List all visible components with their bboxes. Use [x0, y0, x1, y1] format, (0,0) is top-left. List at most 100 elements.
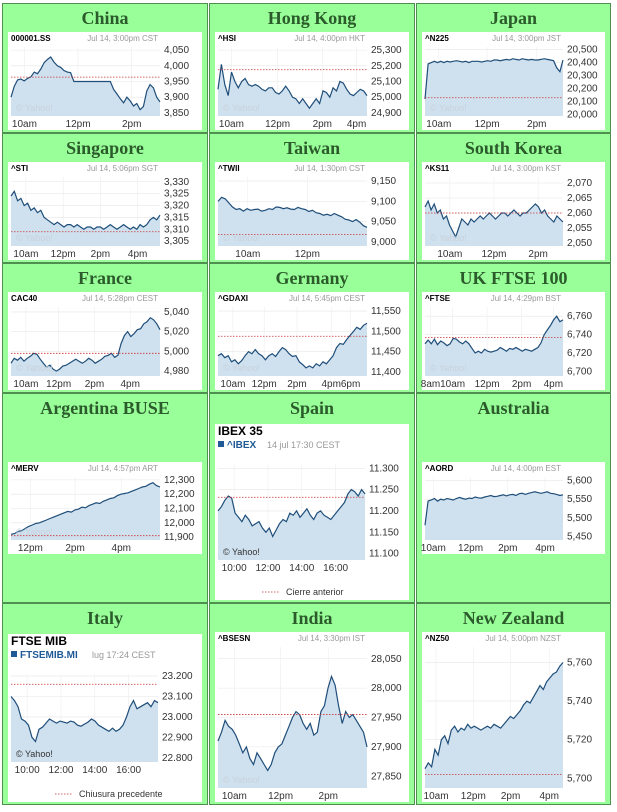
x-tick-label: 10am: [440, 379, 465, 390]
x-tick-label: 14:00: [289, 563, 314, 574]
x-tick-label: 12pm: [51, 249, 76, 260]
x-tick-label: 12pm: [18, 543, 43, 554]
market-cell-india[interactable]: India ^BSESN Jul 14, 3:30pm IST 28,050 28,00…: [209, 603, 415, 805]
y-tick-label: 11,450: [371, 347, 401, 358]
market-title: UK FTSE 100: [459, 268, 568, 288]
series-area: [425, 491, 563, 540]
x-tick-label: 2pm: [85, 379, 104, 390]
series-area: [11, 317, 160, 376]
y-tick-label: 4,050: [164, 45, 189, 56]
series-line: [217, 196, 368, 228]
ticker-symbol: ^BSESN: [218, 634, 250, 643]
market-title: Spain: [289, 398, 335, 418]
series-line: [10, 696, 159, 743]
y-tick-label: 5,040: [164, 307, 189, 318]
yahoo-watermark: © Yahoo!: [430, 363, 467, 373]
y-tick-label: 9,150: [371, 176, 396, 187]
x-tick-label: 10am: [219, 119, 244, 130]
y-tick-label: 6,740: [567, 330, 592, 341]
y-tick-label: 25,200: [371, 61, 402, 72]
market-cell-new-zealand[interactable]: New Zealand ^NZ50 Jul 14, 5:00pm NZST 5,760…: [416, 603, 611, 805]
x-tick-label: 12pm: [265, 119, 290, 130]
market-cell-japan[interactable]: Japan ^N225 Jul 14, 3:00pm JST 20,500 20,400…: [416, 3, 611, 133]
series-line: [424, 199, 564, 239]
y-tick-label: 9,050: [371, 217, 396, 228]
y-tick-label: 9,000: [371, 237, 396, 248]
timestamp: Jul 14, 3:00pm KST: [491, 164, 561, 173]
legend-label: Chiusura precedente: [79, 789, 163, 799]
x-tick-label: 2pm: [319, 791, 338, 802]
market-cell-uk-ftse-100[interactable]: UK FTSE 100 ^FTSE Jul 14, 4:29pm BST 6,760 6…: [416, 263, 611, 393]
market-title: South Korea: [464, 138, 563, 158]
y-tick-label: 3,320: [164, 201, 189, 212]
chart-svg: FTSE MIB FTSEMIB.MI lug 17:24 CEST 23.200 23…: [8, 634, 202, 802]
y-tick-label: 3,310: [164, 224, 189, 235]
yahoo-watermark: © Yahoo!: [223, 547, 260, 557]
yahoo-watermark: © Yahoo!: [430, 233, 467, 243]
chart-svg: 000001.SS Jul 14, 3:00pm CST 4,050 4,000 3,9…: [8, 32, 202, 130]
x-tick-label: 12:00: [48, 765, 73, 776]
series-area: [425, 201, 563, 246]
chart-svg: ^BSESN Jul 14, 3:30pm IST 28,050 28,000 27,9…: [215, 632, 409, 802]
series-swatch: [11, 651, 17, 657]
y-tick-label: 2,065: [567, 193, 592, 204]
x-tick-label: 2pm: [501, 791, 520, 802]
market-title: Hong Kong: [267, 8, 357, 28]
ticker-symbol: ^AORD: [425, 464, 453, 473]
y-tick-label: 5,000: [164, 346, 189, 357]
series-area: [425, 662, 563, 788]
y-tick-label: 22.900: [162, 732, 193, 743]
y-tick-label: 5,720: [567, 735, 592, 746]
y-tick-label: 20,500: [567, 45, 598, 56]
series-line: [217, 488, 366, 538]
market-cell-france[interactable]: France CAC40 Jul 14, 5:28pm CEST 5,040 5,020…: [2, 263, 208, 393]
series-line: [217, 64, 368, 110]
y-tick-label: 11.300: [369, 463, 399, 474]
market-cell-italy[interactable]: Italy FTSE MIB FTSEMIB.MI lug 17:24 CEST 23.…: [2, 603, 208, 805]
x-tick-label: 12pm: [461, 791, 486, 802]
chart-panel: [215, 424, 409, 600]
y-tick-label: 5,740: [567, 696, 592, 707]
market-cell-spain[interactable]: Spain IBEX 35 ^IBEX 14 jul 17:30 CEST 11.300…: [209, 393, 415, 603]
timestamp: Jul 14, 3:00pm JST: [492, 34, 561, 43]
x-tick-label: 10am: [13, 249, 38, 260]
y-tick-label: 20,000: [567, 110, 598, 121]
chart-name: IBEX 35: [218, 424, 263, 438]
y-tick-label: 2,050: [567, 238, 592, 249]
ticker-symbol: ^NZ50: [425, 634, 450, 643]
x-tick-label: 4pm: [112, 543, 131, 554]
ticker-symbol: ^TWII: [218, 164, 240, 173]
y-tick-label: 23.100: [162, 692, 193, 703]
y-tick-label: 11.250: [369, 485, 399, 496]
market-title: China: [81, 8, 129, 28]
market-cell-germany[interactable]: Germany ^GDAXI Jul 14, 5:45pm CEST 11,550 11…: [209, 263, 415, 393]
y-tick-label: 2,060: [567, 208, 592, 219]
market-title: France: [78, 268, 132, 288]
y-tick-label: 6,760: [567, 311, 592, 322]
market-cell-australia[interactable]: Australia ^AORD Jul 14, 4:00pm EST 5,600 5,5…: [416, 393, 611, 603]
chart-svg: ^MERV Jul 14, 4:57pm ART 12,300 12,200 12,10…: [8, 462, 202, 554]
market-cell-china[interactable]: China 000001.SS Jul 14, 3:00pm CST 4,050 4,0…: [2, 3, 208, 133]
y-tick-label: 27,850: [371, 771, 402, 782]
x-tick-label: 12:00: [255, 563, 280, 574]
x-tick-label: 4pm: [322, 379, 341, 390]
market-cell-hong-kong[interactable]: Hong Kong ^HSI Jul 14, 4:00pm HKT 25,300 25,…: [209, 3, 415, 133]
timestamp: Jul 14, 5:00pm NZST: [485, 634, 561, 643]
x-tick-label: 2pm: [528, 249, 547, 260]
ticker-symbol: ^FTSE: [425, 294, 451, 303]
x-tick-label: 12pm: [252, 379, 277, 390]
y-tick-label: 12,200: [164, 489, 195, 500]
market-cell-singapore[interactable]: Singapore ^STI Jul 14, 5:06pm SGT 3,330 3,32…: [2, 133, 208, 263]
series-area: [11, 482, 160, 540]
market-title: New Zealand: [462, 608, 565, 628]
series-area: [218, 64, 367, 116]
series-line: [424, 315, 564, 354]
market-cell-south-korea[interactable]: South Korea ^KS11 Jul 14, 3:00pm KST 2,070 2…: [416, 133, 611, 263]
chart-panel: [8, 634, 202, 802]
x-tick-label: 12pm: [46, 379, 71, 390]
series-area: [11, 191, 160, 246]
series-line: [217, 674, 368, 772]
market-cell-taiwan[interactable]: Taiwan ^TWII Jul 14, 1:30pm CST 9,150 9,100 9…: [209, 133, 415, 263]
series-line: [10, 482, 161, 535]
market-cell-argentina-buse[interactable]: Argentina BUSE ^MERV Jul 14, 4:57pm ART 12,…: [2, 393, 208, 603]
